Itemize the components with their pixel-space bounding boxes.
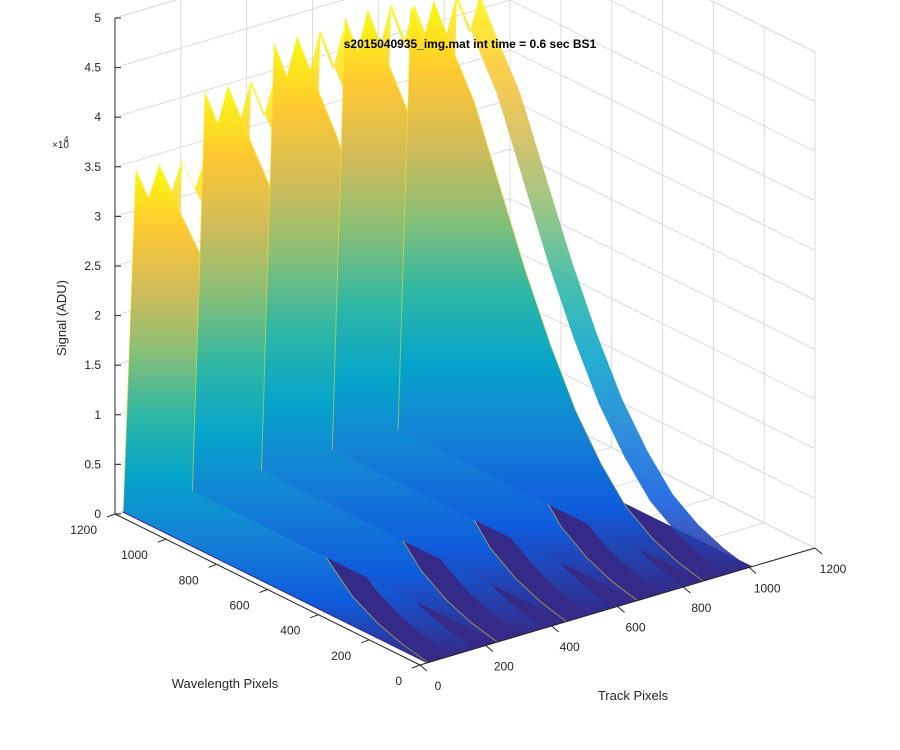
x-tick-mark bbox=[551, 625, 559, 633]
x-tick-mark bbox=[617, 606, 625, 613]
z-tick-label: 1.5 bbox=[84, 358, 101, 372]
tick-labels: 0200400600800100012000200400600800100012… bbox=[70, 11, 846, 693]
y-tick-mark bbox=[208, 563, 217, 568]
grid-line bbox=[509, 297, 816, 450]
grid-line bbox=[509, 148, 816, 301]
x-tick-mark bbox=[814, 547, 823, 555]
x-tick-label: 800 bbox=[691, 601, 711, 615]
y-tick-mark bbox=[411, 664, 421, 669]
x-tick-label: 200 bbox=[494, 660, 514, 674]
x-tick-label: 1000 bbox=[754, 582, 781, 596]
z-tick-label: 3.5 bbox=[84, 160, 101, 174]
y-axis-label: Wavelength Pixels bbox=[172, 676, 279, 691]
ridge-5 bbox=[398, 1, 704, 582]
y-tick-mark bbox=[157, 538, 167, 543]
y-tick-mark bbox=[310, 614, 319, 619]
z-tick-label: 2 bbox=[94, 309, 101, 323]
x-tick-mark bbox=[419, 664, 428, 672]
ridge-5-crest bbox=[397, 0, 704, 582]
y-tick-label: 800 bbox=[179, 573, 199, 587]
x-tick-mark bbox=[485, 645, 494, 652]
z-tick-label: 2.5 bbox=[84, 259, 101, 273]
z-exponent-base: ×10 bbox=[52, 140, 69, 151]
ridge-1-back-face bbox=[146, 158, 475, 656]
grid-line bbox=[509, 198, 816, 351]
y-tick-label: 200 bbox=[331, 649, 351, 663]
y-tick-mark bbox=[106, 513, 116, 518]
y-tick-mark bbox=[259, 589, 268, 593]
y-tick-label: 400 bbox=[280, 624, 300, 638]
x-axis-label: Track Pixels bbox=[598, 688, 669, 703]
grid-line bbox=[509, 0, 816, 152]
x-tick-label: 600 bbox=[625, 621, 645, 635]
x-tick-mark bbox=[748, 567, 757, 574]
y-tick-label: 1000 bbox=[121, 548, 148, 562]
z-tick-label: 4 bbox=[94, 110, 101, 124]
z-axis-label: Signal (ADU) bbox=[54, 280, 69, 356]
grid-line bbox=[708, 0, 816, 53]
chart-title: s2015040935_img.mat int time = 0.6 sec B… bbox=[344, 37, 597, 51]
x-tick-label: 1200 bbox=[820, 562, 847, 576]
grid-line bbox=[509, 98, 816, 251]
z-tick-label: 0.5 bbox=[84, 457, 101, 471]
z-tick-label: 5 bbox=[94, 11, 101, 25]
ridge-3 bbox=[261, 36, 567, 622]
grid-line bbox=[608, 0, 816, 103]
y-tick-label: 0 bbox=[395, 674, 402, 688]
z-tick-label: 4.5 bbox=[84, 61, 101, 75]
grid-line bbox=[509, 49, 816, 202]
x-tick-mark bbox=[683, 586, 691, 594]
grid-line bbox=[114, 0, 345, 69]
surface-ridges bbox=[121, 0, 753, 664]
x-tick-label: 400 bbox=[560, 640, 580, 654]
grid-line bbox=[114, 0, 511, 118]
y-tick-label: 600 bbox=[229, 599, 249, 613]
y-tick-mark bbox=[360, 639, 370, 644]
z-tick-label: 3 bbox=[94, 209, 101, 223]
z-tick-label: 0 bbox=[94, 507, 101, 521]
z-exponent-power: 4 bbox=[64, 135, 69, 144]
z-tick-label: 1 bbox=[94, 408, 101, 422]
x-tick-label: 0 bbox=[435, 679, 442, 693]
y-tick-label: 1200 bbox=[70, 523, 97, 537]
